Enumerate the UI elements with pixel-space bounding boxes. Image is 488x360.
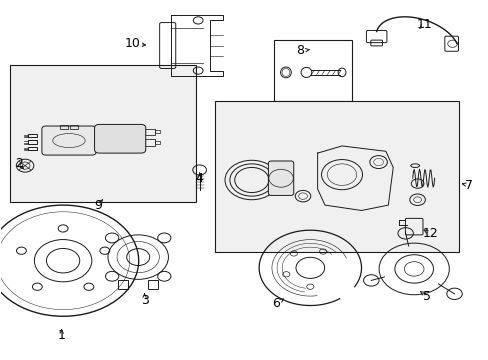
Bar — [273, 40, 351, 101]
Text: 7: 7 — [464, 179, 472, 192]
Text: 9: 9 — [94, 199, 102, 212]
Text: 5: 5 — [423, 290, 430, 303]
Text: 12: 12 — [422, 227, 438, 240]
Text: 1: 1 — [58, 329, 65, 342]
Bar — [215, 101, 458, 252]
Bar — [144, 139, 155, 146]
Text: 2: 2 — [15, 157, 23, 170]
Bar — [27, 147, 37, 150]
Bar — [60, 125, 68, 129]
Bar — [27, 140, 37, 144]
Bar — [10, 65, 195, 202]
Text: 4: 4 — [195, 172, 203, 185]
Bar — [27, 134, 37, 138]
Text: 3: 3 — [141, 294, 148, 307]
Text: 11: 11 — [416, 18, 432, 31]
Bar — [118, 280, 128, 289]
Bar — [155, 130, 160, 133]
FancyBboxPatch shape — [268, 161, 293, 195]
Bar — [70, 125, 78, 129]
Text: 10: 10 — [124, 37, 140, 50]
FancyBboxPatch shape — [94, 125, 145, 153]
Text: 6: 6 — [272, 297, 280, 310]
Text: 8: 8 — [296, 44, 304, 57]
Bar — [148, 280, 158, 289]
Bar — [144, 129, 155, 135]
FancyBboxPatch shape — [42, 126, 96, 155]
Bar — [155, 141, 160, 144]
